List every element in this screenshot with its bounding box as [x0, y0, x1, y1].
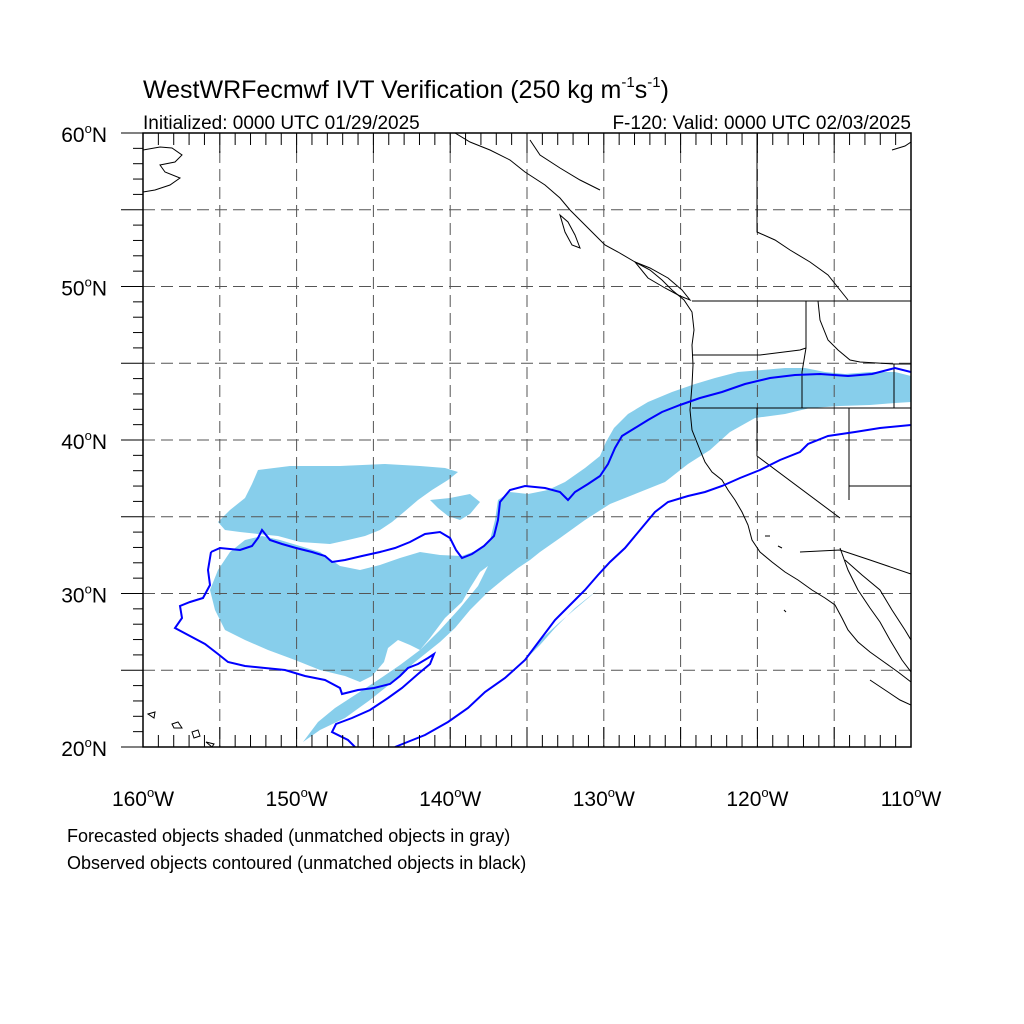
gulf-of-california-coast	[844, 559, 911, 641]
longitude-label: 130oW	[573, 785, 635, 811]
baja-peninsula-east	[839, 547, 911, 673]
latitude-label: 60oN	[61, 121, 107, 147]
coastlines-and-borders	[143, 133, 911, 747]
north-american-coastline	[454, 133, 911, 683]
footer-forecast-note: Forecasted objects shaded (unmatched obj…	[67, 826, 510, 846]
forecast-object-north-arm	[430, 494, 480, 520]
longitude-label: 140oW	[419, 785, 481, 811]
us-state-border-or-wa	[692, 347, 807, 356]
longitude-label: 150oW	[266, 785, 328, 811]
us-mexico-border	[799, 549, 911, 575]
latitude-label: 30oN	[61, 582, 107, 608]
alaska-coast-west	[143, 146, 183, 193]
forecast-objects	[210, 368, 911, 742]
init-time-label: Initialized: 0000 UTC 01/29/2025	[143, 113, 420, 134]
longitude-labels: 160oW 150oW 140oW 130oW 120oW 110oW	[112, 785, 942, 811]
observed-objects	[173, 366, 911, 747]
latitude-label: 50oN	[61, 275, 107, 301]
mexico-coast-south	[869, 679, 911, 706]
footer-observed-note: Observed objects contoured (unmatched ob…	[67, 853, 526, 873]
longitude-label: 120oW	[726, 785, 788, 811]
observed-object-main	[210, 366, 911, 564]
longitude-label: 110oW	[881, 785, 942, 811]
hawaii-islands	[146, 711, 215, 747]
observed-object-main-south	[394, 424, 911, 747]
forecast-object-main	[210, 368, 911, 742]
hudson-bay-fragment	[891, 141, 911, 151]
longitude-label: 160oW	[112, 785, 174, 811]
latitude-label: 20oN	[61, 735, 107, 761]
latitude-labels: 60oN 50oN 40oN 30oN 20oN	[61, 121, 107, 761]
us-state-border-mt	[817, 300, 911, 365]
observed-object-west-loop	[173, 551, 437, 747]
graticule	[143, 133, 911, 747]
forecast-object-west	[218, 464, 458, 544]
us-state-border-wy	[893, 364, 911, 409]
forecast-object-tail	[525, 588, 600, 660]
alaska-bc-border	[529, 139, 601, 191]
canada-interior-border	[756, 133, 849, 301]
vancouver-island	[633, 260, 692, 302]
us-state-border-idaho	[801, 301, 807, 408]
valid-time-label: F-120: Valid: 0000 UTC 02/03/2025	[612, 113, 911, 134]
latitude-label: 40oN	[61, 428, 107, 454]
us-state-border-nv-ca	[756, 408, 841, 519]
figure-title: WestWRFecmwf IVT Verification (250 kg m-…	[143, 74, 669, 104]
channel-islands	[765, 535, 787, 613]
haida-gwaii	[559, 213, 581, 249]
axis-ticks	[121, 132, 912, 748]
map-canvas	[143, 133, 911, 747]
